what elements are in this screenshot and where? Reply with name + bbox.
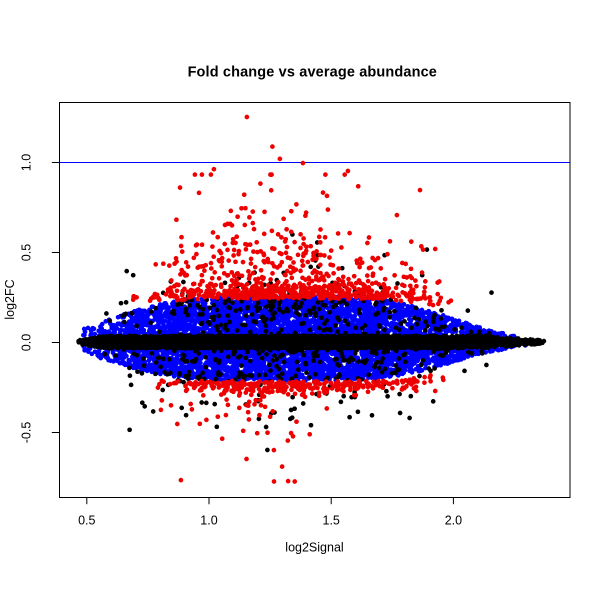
svg-text:2.0: 2.0 [445, 514, 462, 528]
svg-text:1.0: 1.0 [20, 154, 34, 171]
svg-text:-0.5: -0.5 [20, 422, 34, 444]
svg-text:log2FC: log2FC [3, 279, 17, 319]
svg-text:0.0: 0.0 [20, 334, 34, 351]
svg-text:log2Signal: log2Signal [285, 541, 343, 555]
svg-text:1.5: 1.5 [323, 514, 340, 528]
svg-text:0.5: 0.5 [20, 244, 34, 261]
svg-text:Fold change vs average abundan: Fold change vs average abundance [188, 65, 437, 81]
svg-text:1.0: 1.0 [200, 514, 217, 528]
svg-text:0.5: 0.5 [78, 514, 95, 528]
